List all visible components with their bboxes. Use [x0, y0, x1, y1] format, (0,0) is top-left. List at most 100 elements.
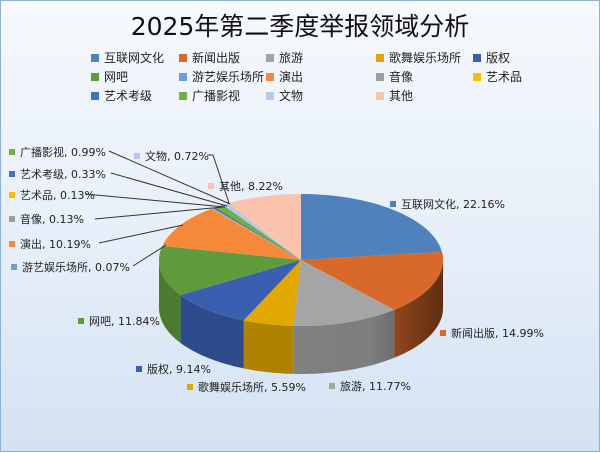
legend-item: 版权 [473, 49, 510, 66]
pie-slice [212, 207, 301, 260]
label-marker [390, 201, 396, 207]
pie-slice [159, 245, 301, 295]
leader-line [98, 224, 184, 244]
pie-side-shading [159, 260, 443, 374]
data-label: 音像, 0.13% [9, 211, 84, 227]
label-marker [440, 330, 446, 336]
leader-line [207, 154, 230, 204]
leader-line [110, 172, 228, 207]
legend-item: 新闻出版 [179, 49, 240, 66]
pie-slice [301, 251, 443, 310]
data-label: 新闻出版, 14.99% [440, 325, 544, 341]
label-marker [9, 216, 15, 222]
pie-slice [222, 203, 301, 260]
pie-slice [228, 194, 301, 260]
legend-swatch [266, 91, 274, 100]
legend-swatch [266, 72, 274, 81]
legend-label: 游艺娱乐场所 [192, 70, 265, 84]
pie-slice [215, 204, 301, 260]
legend-item: 其他 [376, 87, 413, 104]
data-label: 歌舞娱乐场所, 5.59% [187, 379, 306, 395]
data-label: 旅游, 11.77% [329, 378, 411, 394]
label-marker [9, 171, 15, 177]
legend-swatch [473, 72, 481, 81]
legend-label: 广播影视 [192, 89, 241, 103]
label-marker [187, 384, 193, 390]
data-label-text: 歌舞娱乐场所, 5.59% [198, 381, 306, 394]
legend-swatch [376, 72, 384, 81]
label-marker [11, 264, 17, 270]
pie-slice [162, 245, 301, 260]
label-marker [9, 149, 15, 155]
data-label-text: 网吧, 11.84% [89, 315, 160, 328]
data-label-text: 艺术品, 0.13% [20, 189, 95, 202]
data-label-text: 游艺娱乐场所, 0.07% [22, 261, 130, 274]
data-label: 艺术考级, 0.33% [9, 166, 106, 182]
data-label-text: 演出, 10.19% [20, 238, 91, 251]
legend-label: 网吧 [104, 70, 129, 84]
legend-swatch [473, 53, 481, 62]
legend-swatch [179, 91, 187, 100]
data-label: 版权, 9.14% [136, 361, 211, 377]
data-label-text: 新闻出版, 14.99% [451, 327, 544, 340]
label-marker [9, 192, 15, 198]
legend-label: 演出 [279, 70, 304, 84]
pie-slice [180, 260, 301, 321]
label-marker [136, 366, 142, 372]
legend-item: 广播影视 [179, 87, 240, 104]
legend-item: 游艺娱乐场所 [179, 68, 264, 85]
pie-slice [301, 194, 442, 260]
data-label: 互联网文化, 22.16% [390, 196, 505, 212]
data-label: 网吧, 11.84% [78, 313, 160, 329]
legend-label: 文物 [279, 89, 304, 103]
data-label-text: 广播影视, 0.99% [20, 146, 106, 159]
data-label-text: 版权, 9.14% [147, 363, 211, 376]
legend-swatch [91, 72, 99, 81]
label-marker [329, 383, 335, 389]
chart-title: 2025年第二季度举报领域分析 [130, 12, 470, 41]
legend-label: 艺术考级 [104, 89, 153, 103]
data-label-text: 文物, 0.72% [145, 150, 209, 163]
pie-slice [293, 260, 395, 326]
legend-item: 艺术品 [473, 68, 522, 85]
legend-label: 艺术品 [486, 70, 523, 84]
legend-swatch [376, 91, 384, 100]
data-label: 文物, 0.72% [134, 148, 209, 164]
legend-label: 其他 [389, 89, 414, 103]
legend-swatch [266, 53, 274, 62]
data-label: 游艺娱乐场所, 0.07% [11, 259, 130, 275]
label-marker [208, 183, 214, 189]
data-label-text: 其他, 8.22% [219, 180, 283, 193]
legend-swatch [179, 53, 187, 62]
label-marker [9, 241, 15, 247]
data-label: 其他, 8.22% [208, 178, 283, 194]
legend-swatch [376, 53, 384, 62]
legend-item: 网吧 [91, 68, 128, 85]
pie-slice [162, 209, 301, 260]
pie-slice [211, 208, 301, 260]
legend-item: 文物 [266, 87, 303, 104]
legend-item: 旅游 [266, 49, 303, 66]
pie-slice [211, 208, 301, 260]
data-label-text: 旅游, 11.77% [340, 380, 411, 393]
data-label-text: 互联网文化, 22.16% [401, 198, 505, 211]
data-label-text: 艺术考级, 0.33% [20, 168, 106, 181]
legend-swatch [179, 72, 187, 81]
legend-item: 音像 [376, 68, 413, 85]
legend-label: 版权 [486, 51, 511, 65]
legend-item: 演出 [266, 68, 303, 85]
leader-line [94, 206, 224, 220]
data-label: 艺术品, 0.13% [9, 187, 95, 203]
data-label: 广播影视, 0.99% [9, 144, 106, 160]
pie-slice [243, 260, 301, 326]
data-label: 演出, 10.19% [9, 236, 91, 252]
legend-label: 旅游 [279, 51, 304, 65]
legend-label: 音像 [389, 70, 414, 84]
data-label-text: 音像, 0.13% [20, 213, 84, 226]
leader-line [84, 193, 226, 208]
label-marker [134, 153, 140, 159]
legend-label: 歌舞娱乐场所 [389, 51, 462, 65]
leader-line [132, 244, 167, 267]
